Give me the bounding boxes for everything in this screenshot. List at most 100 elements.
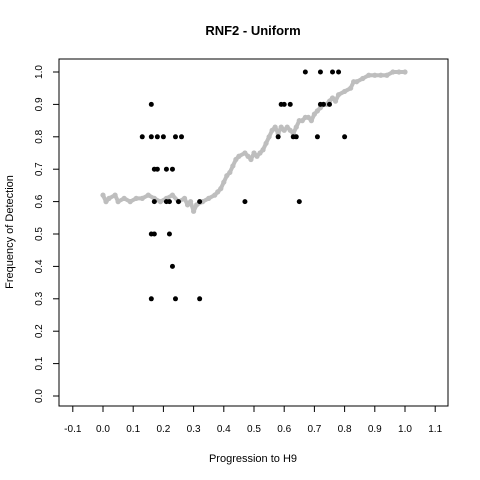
trend-point: [145, 192, 151, 198]
trend-line: [101, 70, 405, 214]
trend-point: [106, 195, 112, 201]
data-point: [317, 69, 323, 75]
scatter-series: [139, 69, 348, 302]
trend-point: [372, 72, 378, 78]
data-point: [166, 231, 172, 237]
data-point: [139, 134, 145, 140]
trend-point: [100, 192, 106, 198]
trend-point: [332, 98, 339, 104]
y-tick-label: 0.0: [34, 389, 45, 403]
x-tick-label: 0.5: [247, 424, 261, 435]
trend-point: [139, 195, 145, 201]
trend-point: [396, 69, 402, 75]
data-point: [151, 231, 157, 237]
y-axis: 0.0 0.1 0.2 0.3 0.4 0.5 0.6 0.7 0.8 0.9 1.0: [34, 65, 59, 403]
data-point: [154, 134, 160, 140]
data-point: [330, 69, 336, 75]
x-axis-title: Progression to H9: [209, 453, 297, 465]
data-point: [169, 263, 175, 269]
data-point: [176, 199, 181, 205]
trend-point: [194, 202, 200, 208]
trend-point: [263, 140, 269, 146]
y-tick-label: 0.4: [34, 259, 45, 273]
y-tick-label: 0.7: [34, 162, 45, 176]
trend-point: [272, 124, 278, 130]
x-axis: -0.1 0.0 0.1 0.2 0.3 0.4 0.5 0.6 0.7 0.8 0.9 1.0 1.1: [64, 406, 443, 435]
data-point: [148, 296, 154, 302]
trend-point: [360, 75, 366, 82]
y-tick-label: 0.2: [34, 324, 45, 338]
chart-title: RNF2 - Uniform: [205, 23, 300, 38]
trend-point: [260, 147, 266, 153]
y-tick-label: 0.5: [34, 227, 45, 241]
y-axis-title: Frequency of Detection: [4, 175, 16, 289]
x-tick-label: 1.0: [398, 424, 412, 435]
trend-point: [293, 124, 299, 130]
trend-point: [218, 186, 224, 192]
data-point: [314, 134, 320, 140]
x-tick-label: 0.7: [307, 424, 321, 435]
data-point: [302, 69, 308, 75]
trend-point: [402, 69, 408, 75]
data-point: [179, 134, 185, 140]
data-point: [287, 101, 293, 107]
trend-point: [227, 169, 233, 176]
trend-point: [230, 163, 236, 169]
y-tick-label: 0.1: [34, 356, 45, 370]
trend-point: [384, 72, 390, 78]
data-point: [160, 134, 166, 140]
data-point: [148, 101, 154, 107]
data-point: [151, 199, 157, 205]
trend-point: [181, 195, 188, 201]
x-tick-label: 0.3: [187, 424, 201, 435]
trend-point: [342, 88, 348, 95]
data-point: [197, 296, 203, 302]
data-point: [163, 166, 169, 172]
trend-point: [248, 156, 254, 163]
trend-point: [169, 192, 176, 198]
x-tick-label: 0.1: [126, 424, 140, 435]
trend-point: [121, 195, 127, 201]
x-tick-label: 0.9: [368, 424, 382, 435]
data-point: [320, 101, 326, 107]
x-tick-label: 0.4: [217, 424, 231, 435]
data-point: [296, 199, 302, 205]
plot-area-frame: [58, 58, 449, 407]
trend-point: [335, 92, 342, 98]
x-tick-label: 0.6: [277, 424, 291, 435]
trend-point: [206, 195, 212, 201]
trend-point: [354, 79, 360, 85]
data-point: [169, 166, 175, 172]
x-tick-label: -0.1: [64, 424, 82, 435]
trend-point: [221, 179, 227, 185]
trend-point: [348, 85, 354, 91]
y-tick-label: 0.6: [34, 194, 45, 208]
data-point: [148, 134, 154, 140]
x-tick-label: 0.2: [156, 424, 170, 435]
trend-point: [127, 199, 133, 205]
data-point: [154, 166, 160, 172]
x-tick-label: 0.8: [338, 424, 352, 435]
data-point: [242, 199, 248, 205]
data-point: [342, 134, 348, 140]
trend-point: [378, 72, 384, 78]
trend-point: [366, 72, 372, 78]
x-tick-label: 1.1: [428, 424, 442, 435]
y-tick-label: 0.9: [34, 97, 45, 111]
trend-point: [157, 199, 163, 205]
data-point: [281, 101, 287, 107]
trend-point: [191, 208, 197, 214]
trend-series: [100, 69, 408, 214]
data-point: [172, 134, 178, 140]
data-point: [293, 134, 299, 140]
data-point: [275, 134, 281, 140]
trend-point: [112, 192, 118, 198]
y-tick-label: 1.0: [34, 65, 45, 79]
data-point: [166, 199, 172, 205]
trend-point: [236, 153, 242, 159]
trend-point: [390, 69, 396, 75]
y-tick-label: 0.8: [34, 129, 45, 143]
data-point: [197, 199, 203, 205]
data-point: [172, 296, 178, 302]
